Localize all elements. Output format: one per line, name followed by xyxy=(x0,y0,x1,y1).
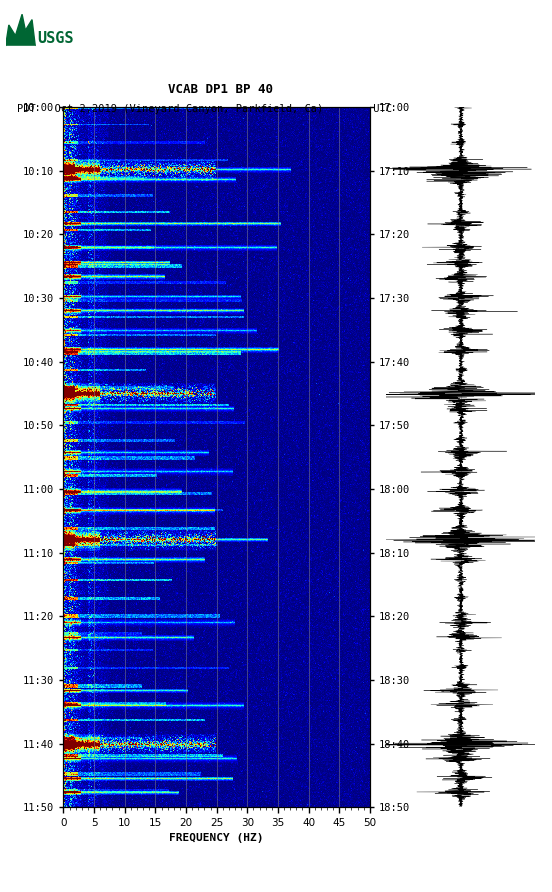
Polygon shape xyxy=(6,46,35,62)
Text: VCAB DP1 BP 40: VCAB DP1 BP 40 xyxy=(168,83,273,95)
Polygon shape xyxy=(6,14,35,46)
X-axis label: FREQUENCY (HZ): FREQUENCY (HZ) xyxy=(169,833,264,843)
Text: USGS: USGS xyxy=(38,31,74,45)
Text: PDT   Oct 2,2019 (Vineyard Canyon, Parkfield, Ca)        UTC: PDT Oct 2,2019 (Vineyard Canyon, Parkfie… xyxy=(17,103,392,114)
